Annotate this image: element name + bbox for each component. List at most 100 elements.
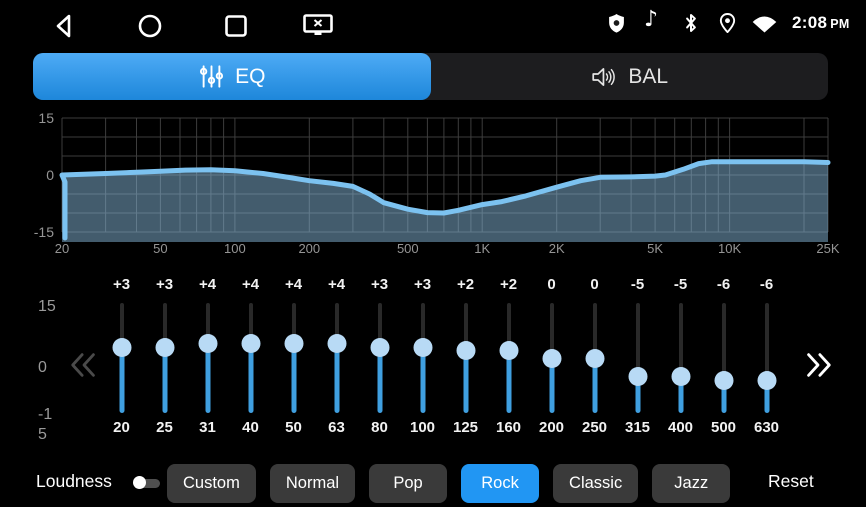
- slider-thumb[interactable]: [671, 366, 690, 386]
- y-tick-label: 15: [38, 110, 54, 126]
- status-bar: ♪ 2:08 PM: [0, 0, 866, 46]
- x-tick-label: 1K: [474, 241, 490, 256]
- slider-thumb[interactable]: [757, 370, 776, 390]
- screenshot-button[interactable]: [303, 14, 333, 37]
- slider-fill: [334, 343, 339, 413]
- eq-band-50[interactable]: +4 50: [272, 270, 315, 452]
- slider-panel: 15 0 -15 +3 20 +3 25 +4 31 +4 40 +4 50 +4 63 +3 80 +3 1…: [0, 270, 866, 452]
- slider-thumb[interactable]: [714, 370, 733, 390]
- slider-track[interactable]: [764, 303, 769, 413]
- slider-fill: [119, 347, 124, 413]
- y-tick-label: 0: [46, 167, 54, 183]
- chevron-double-right-icon: [802, 353, 834, 385]
- preset-rock-button[interactable]: Rock: [461, 464, 540, 503]
- band-sliders: +3 20 +3 25 +4 31 +4 40 +4 50 +4 63 +3 80 +3 100 +2 125 +2…: [100, 270, 788, 452]
- preset-classic-button[interactable]: Classic: [553, 464, 639, 503]
- slider-track[interactable]: [678, 303, 683, 413]
- eq-band-630[interactable]: -6 630: [745, 270, 788, 452]
- eq-band-40[interactable]: +4 40: [229, 270, 272, 452]
- reset-button[interactable]: Reset: [768, 471, 814, 491]
- band-gain-value: +2: [456, 276, 475, 293]
- slider-fill: [506, 350, 511, 413]
- band-frequency-label: 250: [581, 419, 608, 436]
- slider-thumb[interactable]: [370, 337, 389, 357]
- eq-curve-chart: 20 50 100 200 500 1K 2K 5K 10K 25K 15 0 -15: [34, 110, 840, 256]
- chevron-double-left-icon: [68, 353, 100, 385]
- toggle-track: [138, 478, 160, 488]
- band-gain-value: +2: [499, 276, 518, 293]
- home-button[interactable]: [137, 13, 163, 39]
- clock: 2:08 PM: [792, 13, 850, 33]
- preset-jazz-button[interactable]: Jazz: [652, 464, 731, 503]
- eq-band-200[interactable]: 0 200: [530, 270, 573, 452]
- tab-bar: EQ BAL: [33, 53, 828, 100]
- slider-thumb[interactable]: [499, 341, 518, 361]
- band-gain-value: 0: [590, 276, 599, 293]
- slider-fill: [764, 380, 769, 413]
- slider-thumb[interactable]: [542, 348, 561, 368]
- band-gain-value: -6: [716, 276, 731, 293]
- x-tick-label: 2K: [549, 241, 565, 256]
- eq-band-400[interactable]: -5 400: [659, 270, 702, 452]
- eq-band-315[interactable]: -5 315: [616, 270, 659, 452]
- eq-band-80[interactable]: +3 80: [358, 270, 401, 452]
- meridiem-text: PM: [830, 17, 850, 31]
- band-frequency-label: 160: [495, 419, 522, 436]
- eq-band-63[interactable]: +4 63: [315, 270, 358, 452]
- slider-fill: [291, 343, 296, 413]
- tab-bal[interactable]: BAL: [431, 53, 829, 100]
- prev-bands-button[interactable]: [68, 349, 100, 381]
- x-tick-label: 20: [55, 241, 69, 256]
- preset-custom-button[interactable]: Custom: [167, 464, 256, 503]
- eq-band-20[interactable]: +3 20: [100, 270, 143, 452]
- slider-thumb[interactable]: [327, 333, 346, 353]
- music-note-icon: ♪: [644, 7, 659, 32]
- recents-button[interactable]: [223, 13, 249, 39]
- eq-band-31[interactable]: +4 31: [186, 270, 229, 452]
- slider-thumb[interactable]: [585, 348, 604, 368]
- band-frequency-label: 31: [199, 419, 216, 436]
- slider-fill: [162, 347, 167, 413]
- eq-band-250[interactable]: 0 250: [573, 270, 616, 452]
- slider-thumb[interactable]: [456, 341, 475, 361]
- preset-pop-button[interactable]: Pop: [369, 464, 448, 503]
- slider-fill: [420, 347, 425, 413]
- x-tick-label: 10K: [718, 241, 741, 256]
- band-frequency-label: 125: [452, 419, 479, 436]
- band-gain-value: -5: [630, 276, 645, 293]
- tab-eq[interactable]: EQ: [33, 53, 431, 100]
- band-frequency-label: 200: [538, 419, 565, 436]
- band-gain-value: +3: [370, 276, 389, 293]
- slider-axis-max: 15: [38, 298, 56, 315]
- slider-track[interactable]: [721, 303, 726, 413]
- loudness-toggle[interactable]: [133, 475, 160, 490]
- band-frequency-label: 400: [667, 419, 694, 436]
- band-gain-value: +4: [198, 276, 217, 293]
- slider-thumb[interactable]: [628, 366, 647, 386]
- bluetooth-icon: [684, 13, 698, 33]
- band-gain-value: 0: [547, 276, 556, 293]
- slider-fill: [248, 343, 253, 413]
- tab-eq-label: EQ: [235, 64, 266, 88]
- next-bands-button[interactable]: [802, 349, 834, 381]
- eq-sliders-icon: [198, 63, 225, 90]
- x-tick-label: 200: [298, 241, 320, 256]
- eq-band-100[interactable]: +3 100: [401, 270, 444, 452]
- slider-track[interactable]: [635, 303, 640, 413]
- slider-thumb[interactable]: [112, 337, 131, 357]
- wifi-icon: [752, 15, 777, 33]
- slider-thumb[interactable]: [241, 333, 260, 353]
- back-button[interactable]: [52, 13, 78, 39]
- eq-band-125[interactable]: +2 125: [444, 270, 487, 452]
- slider-thumb[interactable]: [155, 337, 174, 357]
- preset-normal-button[interactable]: Normal: [269, 464, 356, 503]
- slider-thumb[interactable]: [413, 337, 432, 357]
- eq-band-25[interactable]: +3 25: [143, 270, 186, 452]
- y-tick-label: -15: [34, 224, 54, 240]
- slider-thumb[interactable]: [198, 333, 217, 353]
- eq-band-500[interactable]: -6 500: [702, 270, 745, 452]
- tab-bal-label: BAL: [628, 64, 669, 88]
- slider-thumb[interactable]: [284, 333, 303, 353]
- eq-band-160[interactable]: +2 160: [487, 270, 530, 452]
